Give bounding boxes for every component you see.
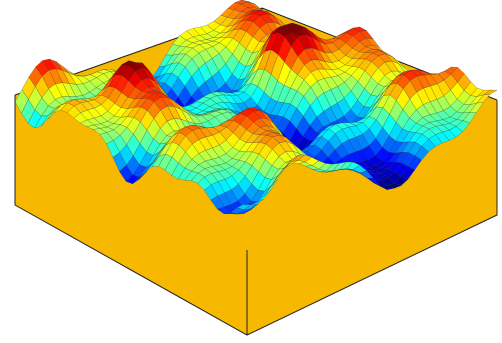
screenshot <box>0 0 502 343</box>
surface-plot <box>0 0 502 343</box>
